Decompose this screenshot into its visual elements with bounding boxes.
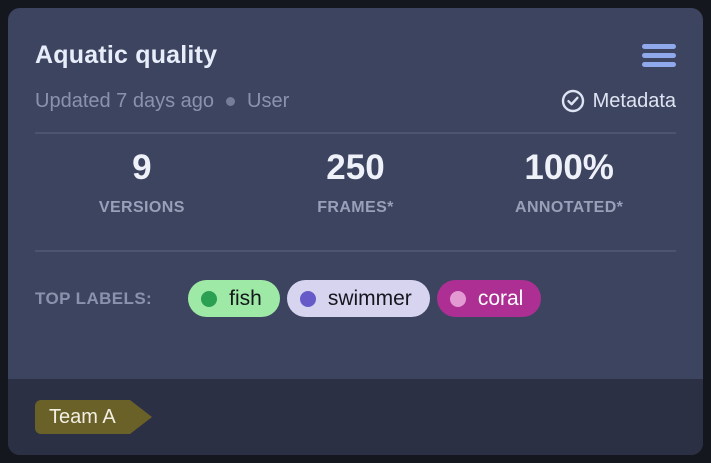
updated-text: Updated 7 days ago (35, 89, 215, 112)
check-circle-icon (561, 89, 585, 113)
label-pill-text: fish (229, 286, 262, 310)
hamburger-bar (642, 53, 676, 58)
top-labels-row: TOP LABELS: fish swimmer coral (35, 280, 676, 317)
divider (35, 132, 676, 134)
dot-separator-icon (226, 96, 236, 106)
label-pill-text: coral (477, 286, 524, 310)
label-pill-text: swimmer (327, 286, 412, 310)
stat-value: 100% (524, 148, 614, 187)
stat-label: VERSIONS (98, 199, 185, 216)
stat-frames: 250 FRAMES* (249, 147, 463, 217)
stat-label: ANNOTATED* (515, 199, 624, 216)
card-footer: Team A (8, 379, 703, 455)
metadata-label: Metadata (592, 89, 676, 112)
team-tag-label: Team A (49, 405, 116, 428)
page-title: Aquatic quality (35, 41, 218, 69)
updated-info: Updated 7 days ago User (35, 90, 289, 113)
label-pill-coral[interactable]: coral (436, 280, 542, 317)
label-dot-icon (201, 290, 218, 307)
stat-value: 250 (326, 148, 385, 187)
label-pill-swimmer[interactable]: swimmer (286, 280, 430, 317)
dataset-card[interactable]: Aquatic quality Updated 7 days ago User (8, 8, 703, 455)
team-tag[interactable]: Team A (35, 400, 152, 434)
stat-value: 9 (132, 148, 152, 187)
divider (35, 250, 676, 252)
label-dot-icon (449, 290, 466, 307)
card-main: Aquatic quality Updated 7 days ago User (8, 8, 703, 379)
label-pill-fish[interactable]: fish (188, 280, 280, 317)
author-text: User (247, 89, 290, 112)
stat-label: FRAMES* (317, 199, 394, 216)
label-dot-icon (299, 290, 316, 307)
card-subheader: Updated 7 days ago User Metadata (35, 89, 676, 113)
stat-versions: 9 VERSIONS (35, 147, 249, 217)
card-header: Aquatic quality (35, 41, 676, 70)
hamburger-bar (642, 62, 676, 67)
stats-row: 9 VERSIONS 250 FRAMES* 100% ANNOTATED* (35, 147, 676, 217)
top-labels-heading: TOP LABELS: (35, 288, 153, 308)
hamburger-bar (642, 44, 676, 49)
hamburger-menu-icon[interactable] (642, 42, 676, 69)
metadata-badge[interactable]: Metadata (561, 89, 676, 113)
stat-annotated: 100% ANNOTATED* (462, 147, 676, 217)
